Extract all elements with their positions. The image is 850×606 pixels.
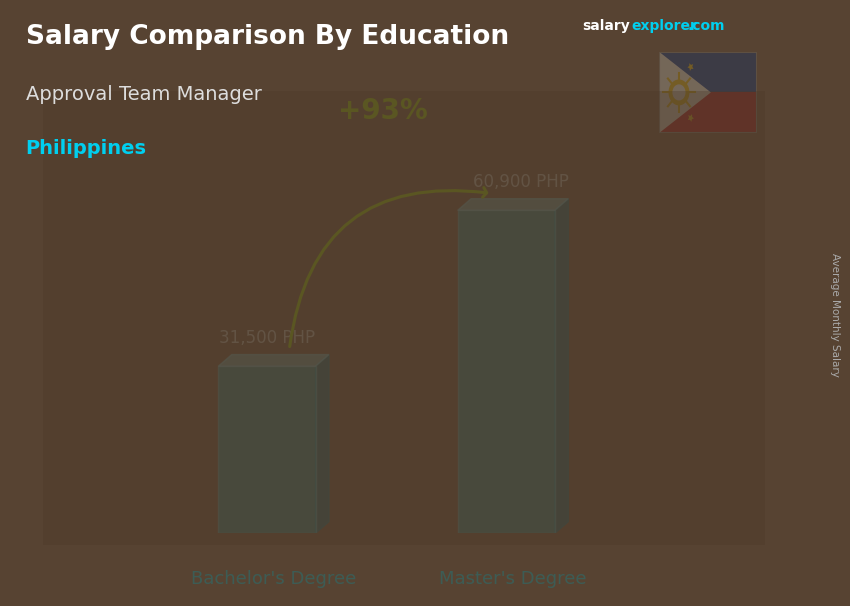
Polygon shape (555, 199, 569, 533)
Bar (218, 366, 315, 533)
Polygon shape (653, 88, 659, 96)
Text: explorer: explorer (632, 19, 697, 33)
Text: Bachelor's Degree: Bachelor's Degree (191, 570, 356, 588)
Text: .com: .com (688, 19, 725, 33)
Text: 31,500 PHP: 31,500 PHP (218, 328, 315, 347)
Text: Approval Team Manager: Approval Team Manager (26, 85, 262, 104)
Text: Master's Degree: Master's Degree (439, 570, 586, 588)
Bar (457, 210, 555, 533)
Polygon shape (659, 52, 711, 133)
Text: salary: salary (582, 19, 630, 33)
Text: Salary Comparison By Education: Salary Comparison By Education (26, 24, 508, 50)
Polygon shape (218, 355, 329, 366)
Text: Philippines: Philippines (26, 139, 146, 158)
Polygon shape (457, 199, 569, 210)
Polygon shape (315, 355, 329, 533)
Bar (659, 92, 756, 133)
Text: Average Monthly Salary: Average Monthly Salary (830, 253, 840, 377)
Text: +93%: +93% (338, 97, 428, 125)
Polygon shape (688, 63, 694, 71)
Circle shape (669, 80, 689, 105)
Circle shape (673, 85, 685, 100)
Bar (659, 52, 756, 92)
Polygon shape (688, 114, 694, 122)
Text: 60,900 PHP: 60,900 PHP (473, 173, 570, 191)
